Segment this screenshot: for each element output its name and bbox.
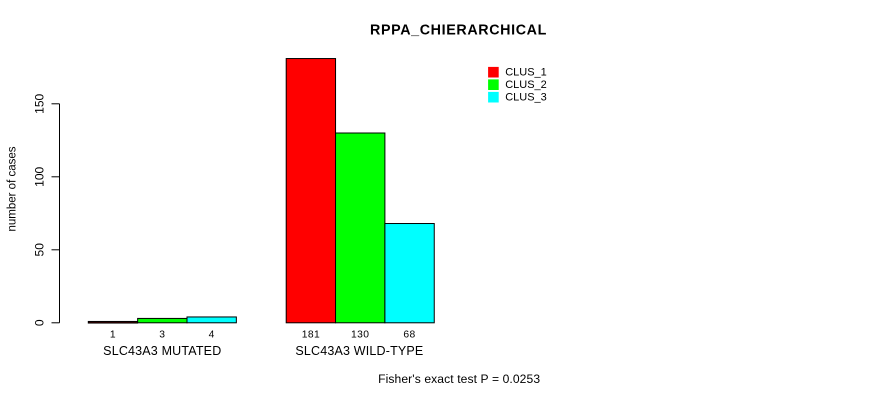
- svg-text:68: 68: [403, 329, 415, 340]
- svg-text:RPPA_CHIERARCHICAL: RPPA_CHIERARCHICAL: [370, 23, 547, 39]
- svg-text:181: 181: [302, 329, 320, 340]
- svg-text:150: 150: [33, 93, 47, 113]
- svg-text:Fisher's exact test P = 0.0253: Fisher's exact test P = 0.0253: [378, 372, 540, 386]
- svg-text:3: 3: [159, 329, 165, 340]
- svg-text:130: 130: [351, 329, 369, 340]
- svg-text:CLUS_2: CLUS_2: [505, 79, 547, 91]
- svg-text:50: 50: [33, 243, 47, 257]
- svg-text:0: 0: [33, 319, 47, 326]
- svg-text:4: 4: [209, 329, 215, 340]
- svg-text:100: 100: [33, 166, 47, 186]
- svg-text:CLUS_3: CLUS_3: [505, 92, 547, 104]
- svg-text:number of cases: number of cases: [7, 146, 19, 231]
- svg-text:CLUS_1: CLUS_1: [505, 67, 547, 79]
- svg-text:SLC43A3 WILD-TYPE: SLC43A3 WILD-TYPE: [295, 344, 423, 358]
- svg-text:1: 1: [110, 329, 116, 340]
- svg-text:SLC43A3 MUTATED: SLC43A3 MUTATED: [103, 344, 221, 358]
